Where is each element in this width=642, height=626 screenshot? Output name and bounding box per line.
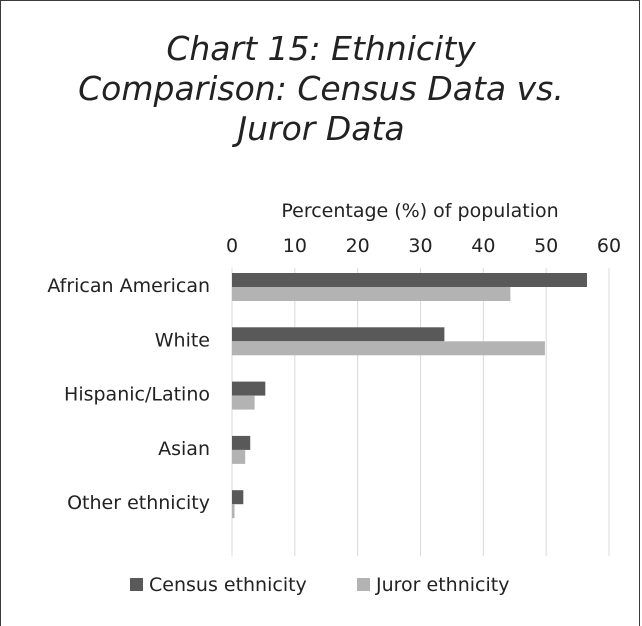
x-tick-label: 30 — [408, 235, 432, 257]
bar — [232, 435, 251, 450]
bar — [232, 449, 246, 464]
x-tick-label: 10 — [283, 235, 307, 257]
category-label: Other ethnicity — [67, 492, 210, 514]
category-label: White — [155, 329, 210, 351]
bar — [232, 381, 266, 396]
legend-swatch — [357, 578, 370, 591]
legend-label: Juror ethnicity — [375, 574, 509, 596]
bar — [232, 395, 255, 410]
legend-swatch — [130, 578, 143, 591]
bar — [232, 287, 511, 301]
bar — [232, 273, 588, 287]
bar — [232, 327, 445, 342]
chart-title-line-3: Juror Data — [237, 109, 405, 148]
x-tick-labels: 0 10 20 30 40 50 60 — [226, 235, 621, 257]
bars — [232, 273, 588, 519]
category-label: African American — [47, 275, 210, 297]
bar — [232, 504, 235, 519]
x-tick-label: 50 — [534, 235, 558, 257]
category-label: Asian — [158, 438, 210, 460]
legend: Census ethnicity Juror ethnicity — [130, 574, 509, 596]
chart-title: Chart 15: Ethnicity Comparison: Census D… — [21, 29, 621, 149]
gridlines — [231, 268, 610, 556]
category-labels: African American White Hispanic/Latino Asia… — [47, 275, 210, 514]
x-tick-label: 0 — [226, 235, 238, 257]
category-label: Hispanic/Latino — [64, 384, 210, 406]
x-tick-label: 60 — [597, 235, 621, 257]
legend-label: Census ethnicity — [149, 574, 307, 596]
bar — [232, 490, 244, 505]
x-tick-label: 20 — [346, 235, 370, 257]
x-tick-label: 40 — [471, 235, 495, 257]
chart-title-line-2: Comparison: Census Data vs. — [78, 69, 564, 108]
bar — [232, 341, 545, 356]
chart-title-line-1: Chart 15: Ethnicity — [166, 29, 476, 68]
x-axis-label: Percentage (%) of population — [281, 200, 558, 222]
